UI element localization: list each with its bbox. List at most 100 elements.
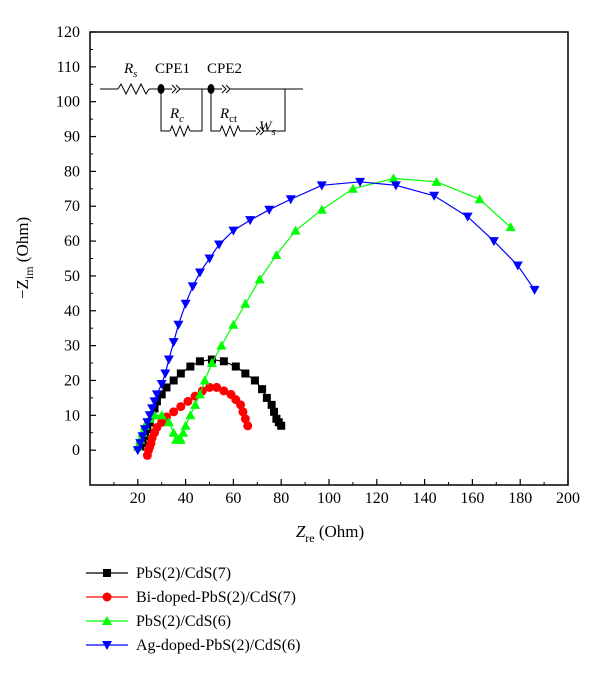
data-point-triangle-down: [355, 177, 366, 187]
data-point-triangle-down: [390, 181, 401, 191]
data-point-triangle-up: [216, 340, 227, 350]
data-point-triangle-down: [512, 261, 523, 271]
legend-entry: Bi-doped-PbS(2)/CdS(7): [86, 589, 296, 606]
data-point-circle: [236, 400, 246, 410]
legend-entry: PbS(2)/CdS(7): [86, 565, 231, 582]
data-point-triangle-down: [156, 379, 167, 389]
data-point-square: [241, 369, 250, 378]
data-point-triangle-up: [240, 298, 251, 308]
x-tick-label: 160: [460, 490, 484, 507]
data-point-triangle-down: [163, 355, 174, 365]
data-point-triangle-up: [228, 319, 239, 329]
data-point-triangle-down: [429, 191, 440, 201]
data-point-triangle-down: [142, 418, 153, 428]
rc-branch-wire: [190, 89, 203, 132]
x-axis-title: Zre (Ohm): [296, 522, 364, 545]
data-point-triangle-down: [168, 338, 179, 348]
y-tick-label: 60: [64, 233, 80, 250]
y-tick-label: 80: [64, 163, 80, 180]
data-point-triangle-down: [264, 205, 275, 215]
y-tick-label: 10: [64, 407, 80, 424]
data-point-square: [195, 357, 204, 366]
data-point-square: [219, 357, 228, 366]
x-tick-label: 140: [413, 490, 437, 507]
series-line: [137, 181, 536, 451]
data-point-circle: [183, 396, 193, 406]
series-line: [139, 358, 282, 448]
data-point-triangle-down: [149, 397, 160, 407]
y-tick-label: 100: [56, 94, 80, 111]
data-point-circle: [212, 382, 222, 392]
data-point-triangle-down: [245, 216, 256, 226]
data-point-triangle-down: [228, 226, 239, 236]
y-tick-label: 50: [64, 268, 80, 285]
y-tick-label: 70: [64, 198, 80, 215]
y-tick-label: 40: [64, 303, 80, 320]
data-point-square: [270, 407, 279, 416]
x-tick-label: 120: [365, 490, 389, 507]
data-point-triangle-down: [488, 237, 499, 247]
data-point-square: [162, 383, 171, 392]
circuit-label-cpe1: CPE1: [155, 61, 190, 77]
data-point-circle: [240, 414, 250, 424]
data-point-triangle-up: [431, 176, 442, 186]
y-axis-title: −Zim (Ohm): [13, 217, 36, 299]
data-point-triangle-up: [180, 420, 191, 430]
data-point-triangle-up: [254, 274, 265, 284]
legend: PbS(2)/CdS(7) Bi-doped-PbS(2)/CdS(7) PbS(2…: [86, 565, 300, 654]
data-point-square: [157, 390, 166, 399]
y-tick-label: 120: [56, 24, 80, 41]
data-point-triangle-up: [185, 410, 196, 420]
data-point-triangle-up: [206, 358, 217, 368]
data-point-triangle-up: [199, 375, 210, 385]
circuit-label-rs: Rs: [123, 61, 137, 80]
data-point-triangle-up: [290, 225, 301, 235]
data-point-square: [277, 421, 286, 430]
data-point-triangle-up: [505, 222, 516, 232]
data-point-triangle-down: [529, 285, 540, 295]
x-tick-label: 180: [508, 490, 532, 507]
data-point-triangle-down: [147, 404, 158, 414]
x-axis: 20 40 60 80 100 120 140 160 180 200: [113, 479, 580, 507]
data-point-square: [103, 569, 111, 577]
legend-entry: PbS(2)/CdS(6): [86, 613, 231, 630]
circuit-label-rct: Rct: [219, 106, 237, 125]
data-point-circle: [176, 402, 186, 412]
data-point-circle: [219, 386, 229, 396]
data-point-triangle-up: [347, 183, 358, 193]
data-point-circle: [102, 592, 112, 602]
data-point-triangle-up: [175, 434, 186, 444]
data-point-triangle-down: [139, 425, 150, 435]
data-point-triangle-up: [102, 616, 112, 625]
data-point-triangle-up: [190, 399, 201, 409]
x-tick-label: 80: [273, 490, 289, 507]
data-point-square: [250, 376, 259, 385]
rct-branch-wire: [210, 89, 220, 132]
data-point-triangle-up: [156, 410, 167, 420]
y-tick-label: 110: [57, 59, 80, 76]
data-point-circle: [243, 421, 253, 431]
data-point-square: [176, 369, 185, 378]
data-point-triangle-down: [137, 432, 148, 442]
data-point-triangle-down: [316, 181, 327, 191]
rc-branch-wire: [160, 89, 170, 132]
x-tick-label: 200: [556, 490, 580, 507]
legend-label: PbS(2)/CdS(7): [136, 565, 231, 582]
y-tick-label: 30: [64, 338, 80, 355]
series-layer: [132, 173, 540, 460]
x-tick-label: 60: [225, 490, 241, 507]
x-tick-label: 20: [130, 490, 146, 507]
data-point-triangle-down: [144, 411, 155, 421]
data-point-triangle-up: [194, 389, 205, 399]
data-point-triangle-down: [204, 254, 215, 264]
legend-label: Ag-doped-PbS(2)/CdS(6): [136, 637, 300, 654]
series-3: [132, 173, 516, 451]
data-point-circle: [205, 382, 214, 392]
y-tick-label: 20: [64, 372, 80, 389]
series-1: [136, 355, 286, 451]
cpe2-symbol: [221, 84, 231, 94]
data-point-triangle-down: [462, 212, 473, 222]
x-tick-label: 40: [178, 490, 194, 507]
data-point-triangle-down: [151, 390, 162, 400]
